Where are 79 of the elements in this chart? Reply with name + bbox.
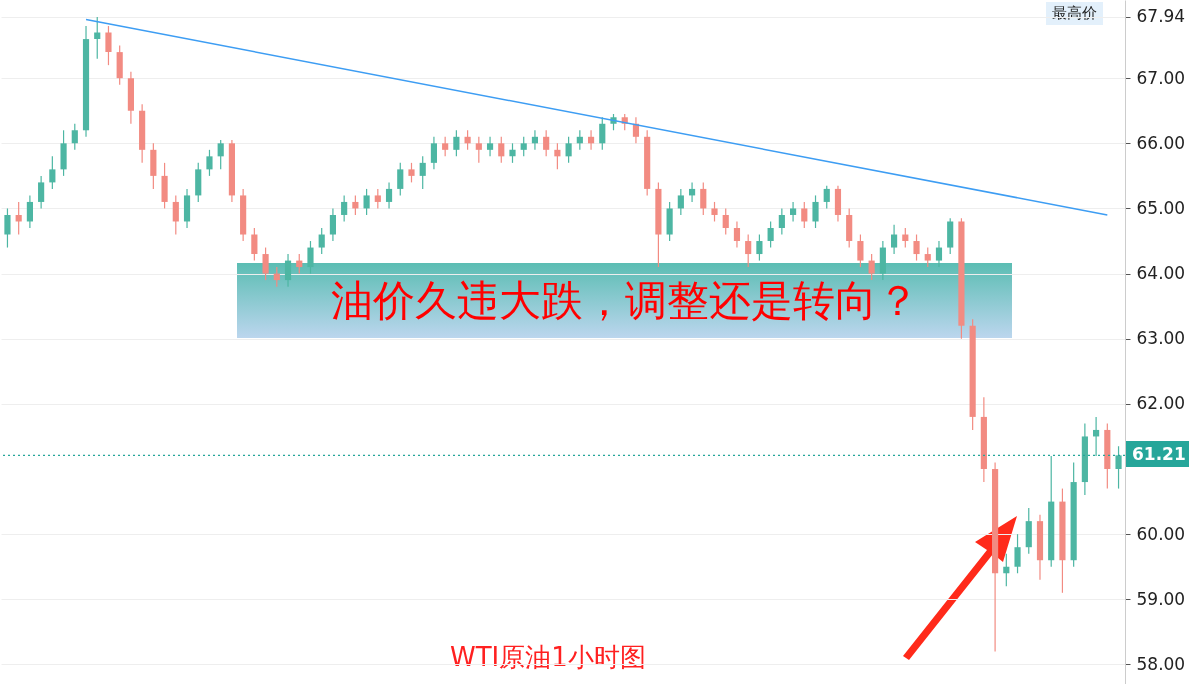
candlestick <box>498 136 505 164</box>
candlestick <box>94 16 101 60</box>
candlestick <box>801 201 808 229</box>
candlestick <box>924 246 931 268</box>
candlestick <box>329 207 337 242</box>
candlestick <box>217 139 224 170</box>
candlestick <box>307 240 314 275</box>
y-tick-label: 58.00 <box>1136 653 1186 674</box>
candlestick <box>453 129 460 157</box>
candlestick <box>587 129 595 151</box>
candlestick <box>284 253 292 288</box>
candlestick <box>419 155 426 190</box>
y-tick-label: 65.00 <box>1136 197 1186 218</box>
y-tick-label: 63.00 <box>1136 328 1186 349</box>
candlestick <box>296 253 303 275</box>
y-tick-label: 66.00 <box>1136 132 1186 153</box>
candlestick <box>778 207 785 236</box>
candlestick <box>935 240 943 268</box>
candlestick <box>363 188 370 216</box>
candlestick <box>273 266 280 288</box>
candlestick <box>442 136 449 157</box>
candlestick <box>251 227 258 262</box>
candlestick <box>430 136 438 170</box>
candlestick <box>812 194 819 229</box>
y-tick-label: 67.94 <box>1136 6 1186 27</box>
candlestick <box>38 175 45 210</box>
candlestick <box>385 181 393 210</box>
candlestick <box>105 25 112 66</box>
y-tick-label: 67.00 <box>1136 67 1186 88</box>
candlestick <box>509 142 516 164</box>
candlestick <box>823 185 830 210</box>
candlestick <box>206 149 213 177</box>
candlestick <box>733 220 741 249</box>
candlestick <box>318 227 325 255</box>
candlestick <box>902 227 909 249</box>
candlestick <box>341 194 348 223</box>
candlestick <box>891 224 898 255</box>
candlestick <box>1003 553 1010 587</box>
candlestick <box>464 129 471 151</box>
candlestick <box>543 129 550 157</box>
candlestick <box>397 162 404 197</box>
candlestick <box>745 233 752 268</box>
candlestick <box>1093 416 1100 457</box>
candlestick <box>767 220 774 249</box>
y-tick-label: 60.00 <box>1136 523 1186 544</box>
candlestick <box>599 116 606 151</box>
candlestick <box>4 207 11 249</box>
candlestick <box>554 142 561 170</box>
candlestick <box>531 129 539 151</box>
candlestick <box>711 201 718 223</box>
candlestick <box>26 194 33 229</box>
candlestick <box>722 207 729 236</box>
candlestick <box>374 188 381 210</box>
candlestick <box>576 129 583 151</box>
candlestick <box>172 194 179 236</box>
candlestick <box>913 233 920 262</box>
candlestick <box>408 162 415 183</box>
candlestick <box>688 181 696 203</box>
candlestick <box>677 188 684 216</box>
candlestick <box>520 136 527 157</box>
candlestick <box>857 233 864 268</box>
candlestick <box>1014 533 1021 574</box>
ref-line-label: 61.21 <box>1126 441 1189 468</box>
y-tick-label: 64.00 <box>1136 263 1186 284</box>
candlestick <box>486 136 494 157</box>
candlestick <box>49 155 56 190</box>
candlestick <box>15 201 22 236</box>
candlestick <box>71 123 78 151</box>
candlestick <box>789 201 797 223</box>
candlestick <box>700 181 707 216</box>
candlestick <box>756 233 763 262</box>
candlestick <box>1115 445 1122 490</box>
candlestick <box>565 136 572 164</box>
y-tick-label: 62.00 <box>1136 393 1186 414</box>
y-tick-label: 59.00 <box>1136 588 1186 609</box>
candlestick <box>352 194 359 216</box>
candlestick <box>868 253 875 281</box>
candlestick <box>475 136 482 164</box>
candlestick <box>262 246 269 281</box>
